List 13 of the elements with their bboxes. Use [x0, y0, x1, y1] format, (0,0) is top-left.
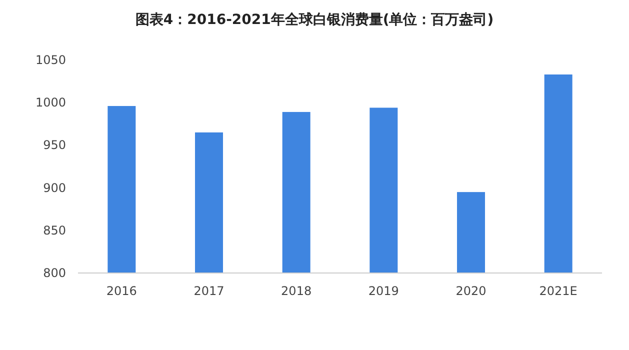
y-tick-label: 850 [43, 223, 66, 238]
y-tick-label: 1050 [35, 53, 66, 67]
x-tick-label: 2019 [368, 284, 399, 298]
y-tick-label: 900 [43, 180, 66, 195]
y-tick-label: 800 [43, 266, 66, 280]
x-tick-label: 2018 [281, 284, 312, 298]
y-tick-label: 950 [43, 138, 66, 152]
x-tick-label: 2016 [106, 284, 137, 298]
x-tick-label: 2017 [194, 284, 224, 298]
x-tick-label: 2021E [539, 284, 578, 298]
chart-title: 图表4：2016-2021年全球白银消费量(单位：百万盎司) [135, 12, 494, 28]
x-tick-label: 2020 [456, 284, 486, 298]
y-tick-label: 1000 [35, 96, 66, 110]
